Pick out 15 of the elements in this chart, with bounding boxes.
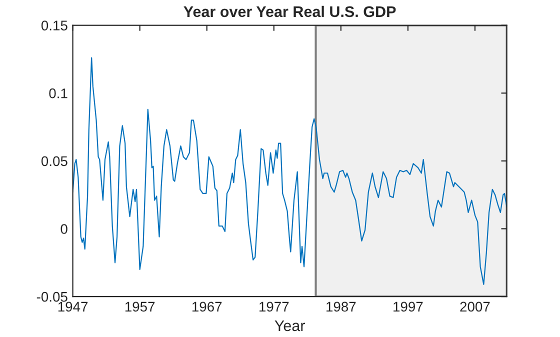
x-tick-label: 2007 <box>460 302 490 312</box>
y-tick-label: 0 <box>60 224 68 234</box>
x-axis-title: Year <box>274 320 305 332</box>
x-tick-label: 1947 <box>58 302 88 312</box>
y-tick-label: -0.05 <box>36 292 68 302</box>
x-tick-label: 1997 <box>394 302 423 312</box>
y-tick-label: 0.15 <box>41 20 68 30</box>
chart-title: Year over Year Real U.S. GDP <box>184 6 396 18</box>
line-series <box>72 57 507 285</box>
x-tick-label: 1977 <box>259 302 289 312</box>
x-tick-label: 1967 <box>192 302 222 312</box>
y-tick-label: 0.1 <box>49 88 68 98</box>
x-tick-label: 1987 <box>326 302 356 312</box>
y-tick-label: 0.05 <box>41 156 68 166</box>
x-tick-label: 1957 <box>125 302 155 312</box>
